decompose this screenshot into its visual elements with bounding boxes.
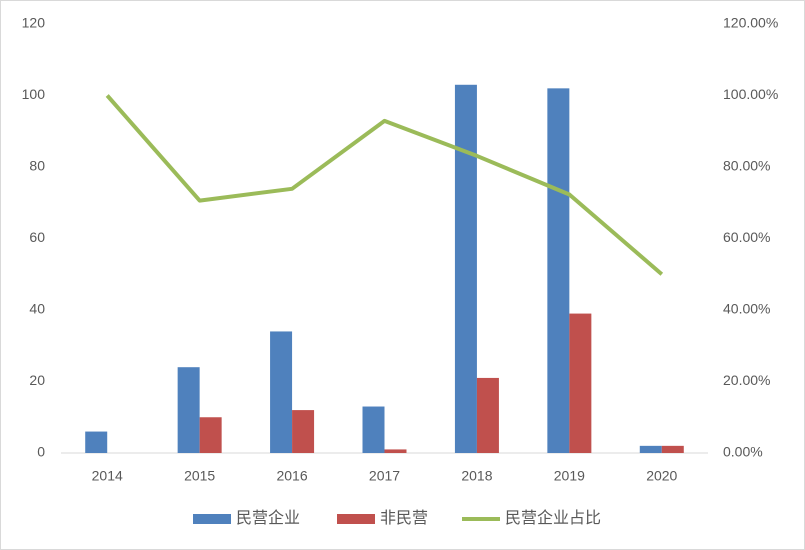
legend-label: 民营企业 [236, 509, 300, 527]
y-tick-label: 100 [22, 86, 46, 102]
bar [199, 417, 222, 453]
bar [292, 410, 315, 453]
bar [454, 84, 477, 454]
legend-label: 民营企业占比 [505, 509, 601, 527]
y-tick-label: 80 [29, 158, 45, 174]
legend-swatch [337, 514, 375, 524]
bar [569, 313, 592, 453]
x-tick-label: 2018 [461, 468, 492, 484]
y2-tick-label: 120.00% [723, 15, 778, 31]
y-tick-label: 20 [29, 372, 45, 388]
y2-tick-label: 20.00% [723, 372, 770, 388]
y2-tick-label: 100.00% [723, 86, 778, 102]
y2-tick-label: 60.00% [723, 229, 770, 245]
x-tick-label: 2014 [92, 468, 123, 484]
bar [639, 445, 662, 453]
legend-label: 非民营 [380, 509, 428, 527]
y2-tick-label: 40.00% [723, 301, 770, 317]
bar [547, 88, 570, 453]
x-tick-label: 2020 [646, 468, 677, 484]
y-tick-label: 120 [22, 15, 46, 31]
x-tick-label: 2015 [184, 468, 215, 484]
y-tick-label: 40 [29, 301, 45, 317]
line-series [105, 94, 664, 276]
x-tick-label: 2016 [276, 468, 307, 484]
bar [270, 331, 293, 453]
x-tick-label: 2019 [554, 468, 585, 484]
y2-tick-label: 80.00% [723, 158, 770, 174]
bar [362, 406, 385, 453]
legend-swatch [193, 514, 231, 524]
x-tick-label: 2017 [369, 468, 400, 484]
bar [177, 367, 200, 453]
y2-tick-label: 0.00% [723, 444, 763, 460]
y-tick-label: 0 [37, 444, 45, 460]
bar [85, 431, 108, 453]
y-tick-label: 60 [29, 229, 45, 245]
bar [661, 445, 684, 453]
bar [384, 449, 407, 453]
bar [476, 377, 499, 453]
